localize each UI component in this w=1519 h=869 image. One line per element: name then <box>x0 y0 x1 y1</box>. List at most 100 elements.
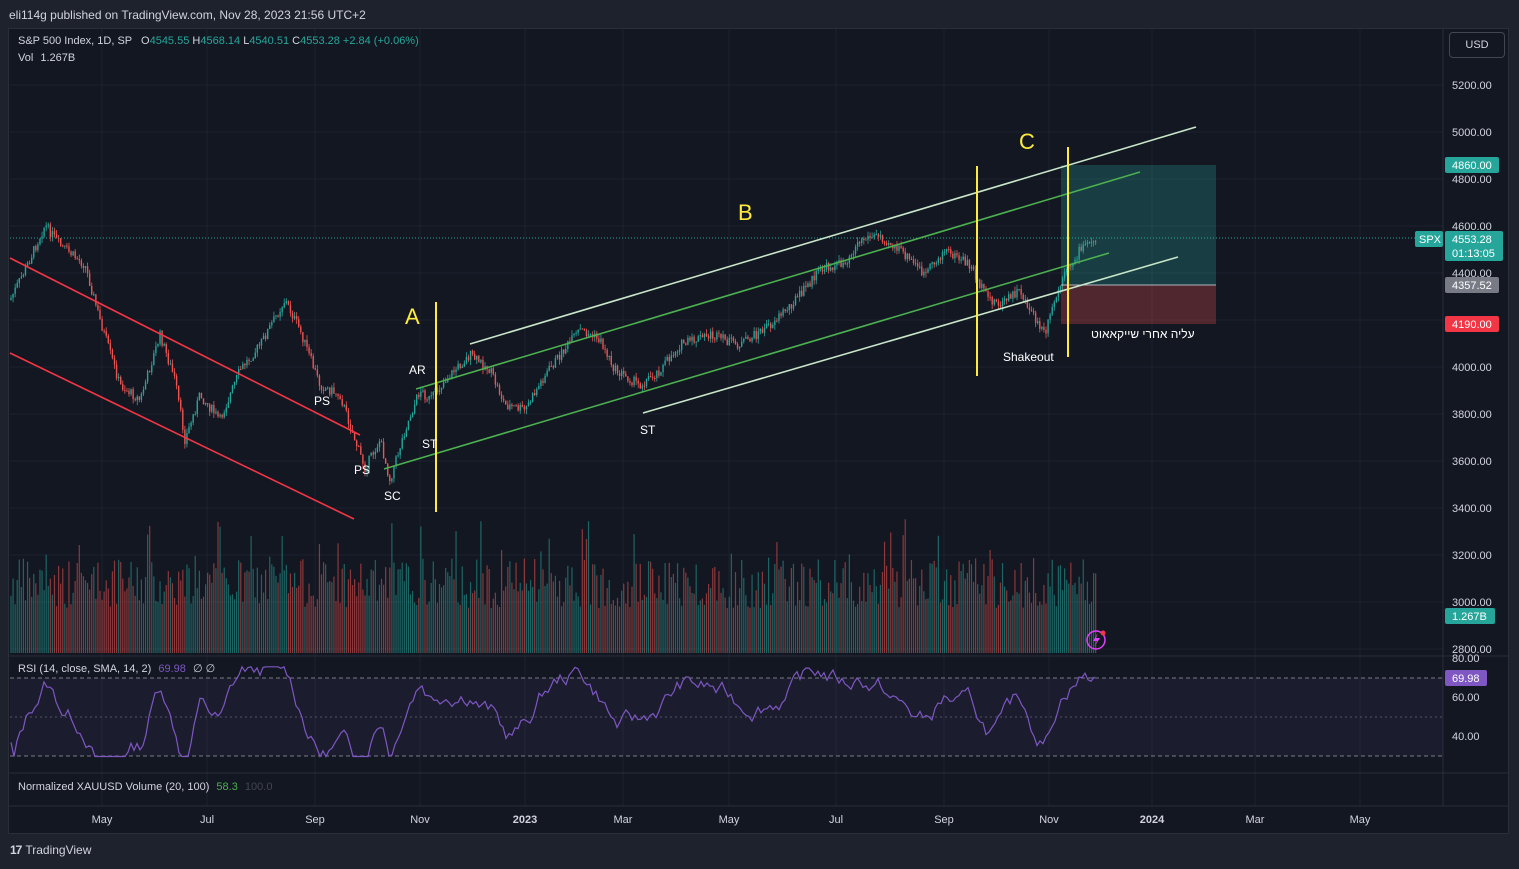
red-channel-lower[interactable] <box>9 352 355 520</box>
volume-bar <box>540 551 542 653</box>
candle-body <box>74 251 76 259</box>
candle-body <box>70 251 72 256</box>
volume-bar <box>532 586 534 653</box>
candle-body <box>689 337 691 341</box>
candle-body <box>579 328 581 330</box>
candle-body <box>64 245 66 247</box>
volume-bar <box>679 598 681 653</box>
volume-bar <box>685 572 687 653</box>
volume-bar <box>652 568 654 653</box>
volume-bar <box>242 601 244 653</box>
candle-body <box>211 404 213 412</box>
candle-body <box>701 335 704 338</box>
chart-frame[interactable] <box>8 28 1509 834</box>
volume-bar <box>658 575 660 653</box>
candle-body <box>534 393 536 396</box>
candle-body <box>221 414 223 418</box>
volume-bar <box>819 580 821 653</box>
candle-body <box>1088 242 1091 244</box>
candle-body <box>565 348 567 354</box>
xau-volume-legend[interactable]: Normalized XAUUSD Volume (20, 100) 58.3 … <box>18 781 272 793</box>
candle-body <box>465 356 468 364</box>
candle-body <box>600 338 602 343</box>
white-channel-upper[interactable] <box>469 126 1197 345</box>
candle-body <box>467 356 470 361</box>
currency-button[interactable]: USD <box>1449 32 1505 58</box>
candle-body <box>852 253 855 256</box>
green-channel-upper[interactable] <box>415 171 1141 390</box>
volume-legend[interactable]: Vol 1.267B <box>18 52 75 64</box>
volume-bar <box>736 605 739 653</box>
candle-body <box>430 395 432 397</box>
volume-bar <box>914 578 917 653</box>
volume-bar <box>265 569 267 653</box>
volume-bar <box>171 583 174 653</box>
red-channel-upper[interactable] <box>9 257 361 436</box>
candle-body <box>380 441 383 443</box>
candle-body <box>95 294 97 306</box>
candle-body <box>645 379 648 387</box>
lightning-icon[interactable] <box>1086 630 1106 650</box>
candle-body <box>1003 298 1006 301</box>
candle-body <box>931 262 933 264</box>
candle-body <box>608 355 610 357</box>
close-value: 4553.28 <box>300 35 340 47</box>
candle-body <box>521 404 523 407</box>
volume-bar <box>300 560 302 653</box>
volume-bar <box>269 556 271 653</box>
volume-bar <box>184 596 186 653</box>
candle-body <box>256 344 259 353</box>
volume-bar <box>337 543 339 653</box>
candle-body <box>662 364 664 373</box>
long-position-loss-zone[interactable] <box>1061 285 1216 324</box>
volume-bar <box>169 577 171 653</box>
volume-bar <box>70 604 72 653</box>
candle-body <box>120 376 122 385</box>
candle-body <box>730 337 733 339</box>
candle-body <box>43 227 45 237</box>
tradingview-logo[interactable]: 17 TradingView <box>10 843 91 857</box>
symbol-legend[interactable]: S&P 500 Index, 1D, SP O4545.55 H4568.14 … <box>18 35 419 47</box>
volume-bar <box>1076 594 1078 653</box>
volume-bar <box>55 606 58 653</box>
candle-body <box>954 253 956 259</box>
green-channel-lower[interactable] <box>383 252 1110 470</box>
white-channel-lower[interactable] <box>642 256 1179 414</box>
candle-body <box>865 239 867 241</box>
time-axis[interactable]: May Jul Sep Nov 2023 Mar May Jul Sep Nov 2024 Mar Ma… <box>92 814 1371 826</box>
volume-bar <box>219 526 221 653</box>
volume-bar <box>333 576 335 653</box>
volume-bar <box>718 571 720 653</box>
entry-price-badge: 4357.52 <box>1445 277 1499 293</box>
volume-bar <box>768 557 770 653</box>
candle-body <box>699 335 702 337</box>
volume-bar <box>625 603 627 653</box>
volume-bar <box>902 535 904 653</box>
candle-body <box>262 335 265 339</box>
volume-bar <box>459 604 461 653</box>
volume-bar <box>1028 592 1031 653</box>
rsi-legend[interactable]: RSI (14, close, SMA, 14, 2) 69.98 ∅ ∅ <box>18 662 215 675</box>
svg-text:1.267B: 1.267B <box>1452 611 1487 623</box>
candle-body <box>509 404 511 410</box>
volume-bar <box>231 594 234 653</box>
volume-bar <box>188 568 190 653</box>
candle-body <box>676 351 679 353</box>
volume-bar <box>93 566 95 653</box>
volume-bar <box>478 597 480 653</box>
candle-body <box>991 296 993 305</box>
volume-bar <box>854 606 857 653</box>
candle-body <box>848 256 851 264</box>
candle-body <box>647 376 650 380</box>
volume-bar <box>594 564 596 653</box>
candle-body <box>794 296 797 305</box>
long-position-profit-zone[interactable] <box>1061 165 1216 285</box>
price-tick: 3800.00 <box>1452 409 1492 421</box>
candle-body <box>819 268 822 270</box>
candle-body <box>589 334 592 336</box>
candle-body <box>1053 302 1055 307</box>
volume-bar <box>801 563 803 653</box>
candle-body <box>370 452 372 456</box>
candle-body <box>283 303 285 308</box>
